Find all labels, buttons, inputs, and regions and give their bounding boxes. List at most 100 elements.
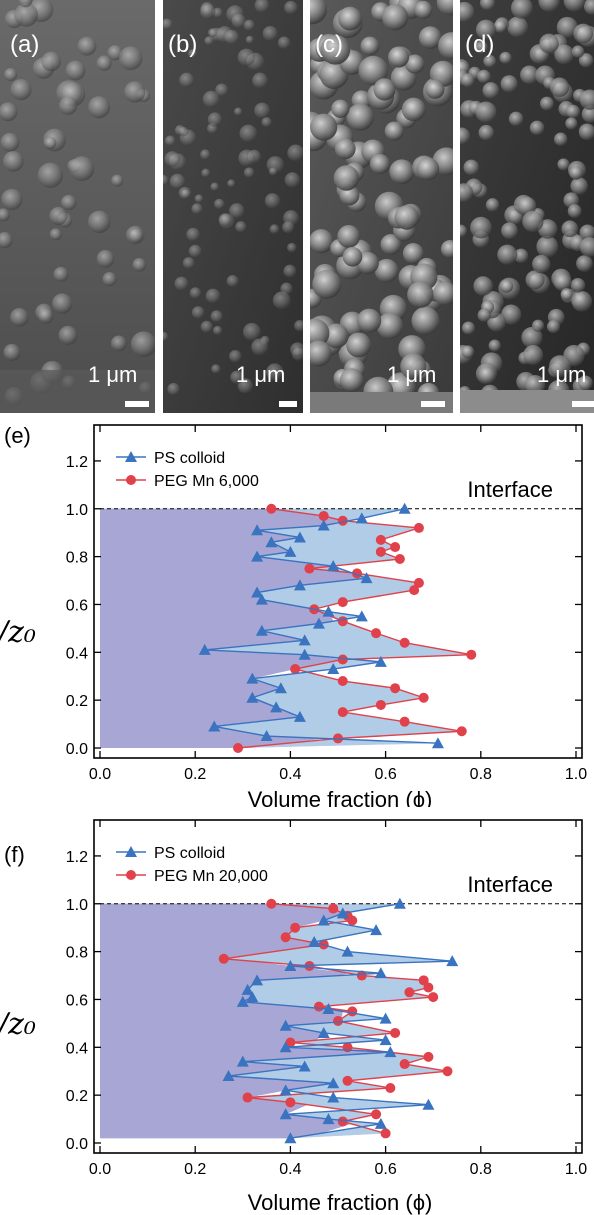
particle: [337, 225, 361, 248]
particle: [111, 174, 124, 187]
data-point-circle: [390, 683, 401, 694]
data-point-circle: [304, 563, 315, 574]
y-tick-label: 0.8: [66, 945, 88, 962]
particle: [380, 234, 402, 255]
particle: [563, 192, 580, 209]
particle: [576, 255, 593, 272]
particle: [243, 19, 255, 31]
particle: [320, 34, 351, 65]
particle: [529, 120, 545, 136]
particle: [186, 227, 201, 242]
y-tick-label: 1.0: [66, 897, 88, 914]
particle: [265, 363, 284, 382]
data-point-circle: [418, 975, 429, 986]
particle: [230, 370, 244, 384]
particle: [499, 51, 512, 64]
data-point-triangle: [208, 720, 221, 732]
y-axis-label-e: /z₀: [0, 615, 36, 650]
particle: [557, 158, 570, 171]
particle: [38, 308, 54, 324]
particle: [182, 257, 195, 269]
particle: [360, 36, 380, 56]
data-point-triangle: [322, 1113, 335, 1125]
base-region-overlay: [100, 903, 388, 1139]
data-point-triangle: [374, 1117, 387, 1129]
particle: [539, 96, 554, 111]
particle: [474, 40, 488, 54]
data-point-circle: [409, 585, 420, 596]
particle: [214, 198, 225, 210]
data-point-triangle: [270, 701, 283, 713]
particle: [3, 150, 24, 172]
particle: [578, 123, 594, 141]
x-tick-label: 0.6: [374, 766, 396, 783]
particle: [358, 55, 388, 86]
data-point-triangle: [293, 710, 306, 722]
particle: [107, 45, 123, 61]
panel-label-d: (d): [465, 31, 494, 58]
plot-frame: [93, 424, 583, 759]
particle: [500, 279, 514, 293]
particle: [477, 308, 491, 322]
particle: [207, 28, 217, 38]
y-tick-label: 0.8: [66, 550, 88, 567]
x-tick-label: 0.4: [279, 1161, 301, 1178]
data-point-circle: [371, 628, 382, 639]
particle: [130, 331, 155, 357]
data-point-circle: [371, 1109, 382, 1120]
particle: [37, 162, 64, 188]
particle: [520, 65, 539, 85]
particle: [243, 167, 255, 178]
particle: [521, 326, 543, 349]
x-tick-label: 0.2: [184, 1161, 206, 1178]
data-point-triangle: [236, 1055, 249, 1067]
particle: [124, 81, 146, 103]
y-tick-label: 0.2: [66, 693, 88, 710]
particle: [224, 29, 240, 45]
data-point-triangle: [327, 1077, 340, 1089]
data-point-triangle: [431, 737, 444, 749]
data-point-circle: [233, 743, 244, 753]
particle: [333, 165, 360, 191]
data-point-triangle: [251, 550, 264, 562]
data-point-triangle: [384, 1046, 397, 1058]
micrograph-d: (d) 1 μm: [460, 0, 594, 413]
data-point-circle: [328, 903, 339, 914]
particle: [483, 54, 497, 68]
data-point-circle: [347, 1006, 358, 1017]
data-point-circle: [266, 898, 277, 909]
data-point-triangle: [293, 531, 306, 543]
data-point-triangle: [379, 1012, 392, 1024]
particle: [110, 335, 127, 352]
particle: [126, 225, 145, 245]
scale-bar-a: [125, 401, 149, 407]
particle: [167, 382, 180, 396]
data-point-triangle: [255, 593, 268, 605]
particle: [242, 322, 261, 341]
data-point-circle: [418, 692, 429, 703]
micrograph-a: (a) 1 μm: [0, 0, 155, 413]
particle: [373, 78, 396, 101]
particle: [438, 32, 453, 60]
data-point-triangle: [284, 959, 297, 971]
particle: [200, 3, 216, 20]
data-point-triangle: [279, 1084, 292, 1096]
particle: [211, 364, 221, 374]
legend-circle: [126, 475, 136, 485]
particle: [579, 237, 594, 257]
particle: [213, 325, 223, 336]
data-point-circle: [285, 1097, 296, 1108]
micrograph-b: (b) 1 μm: [163, 0, 303, 413]
base-region-overlay: [100, 508, 367, 748]
data-point-circle: [423, 1051, 434, 1062]
panel-label-a: (a): [10, 31, 39, 58]
particle: [389, 159, 415, 185]
particle: [525, 270, 545, 290]
particle: [549, 355, 571, 377]
particle: [229, 349, 242, 363]
data-point-circle: [266, 503, 277, 514]
data-point-circle: [285, 1037, 296, 1048]
data-point-triangle: [279, 1019, 292, 1031]
particle: [331, 99, 350, 118]
x-tick-label: 0.8: [470, 766, 492, 783]
